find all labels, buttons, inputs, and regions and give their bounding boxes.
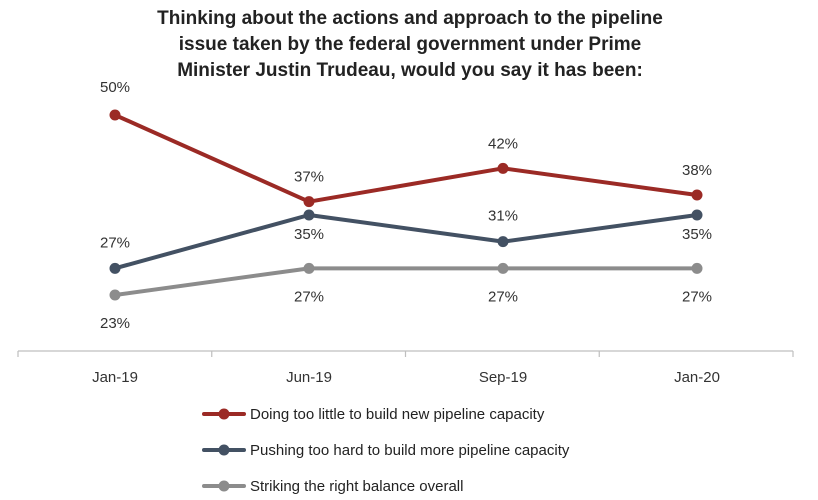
data-label: 31% [488, 208, 518, 225]
x-tick-label: Sep-19 [479, 369, 527, 386]
legend-label: Doing too little to build new pipeline c… [250, 406, 545, 423]
data-labels: 50% 37% 42% 38% 27% 35% 31% 35% 23% 27% 27% 27% [100, 79, 712, 332]
data-label: 27% [100, 234, 130, 251]
data-label: 35% [294, 226, 324, 243]
data-label: 27% [294, 288, 324, 305]
data-point [691, 189, 703, 201]
data-label: 37% [294, 169, 324, 186]
data-point [109, 109, 121, 121]
legend-item: Striking the right balance overall [202, 478, 463, 495]
data-label: 42% [488, 135, 518, 152]
legend-item: Pushing too hard to build more pipeline … [202, 442, 570, 459]
series-layer [109, 109, 703, 301]
x-tick-label: Jun-19 [286, 369, 332, 386]
series-line [113, 213, 699, 271]
legend-swatch-marker [218, 444, 230, 456]
data-point [497, 162, 509, 174]
legend-item: Doing too little to build new pipeline c… [202, 406, 545, 423]
data-point [497, 262, 509, 274]
data-point [303, 262, 315, 274]
legend-swatch-marker [218, 408, 230, 420]
x-axis: Jan-19 Jun-19 Sep-19 Jan-20 [17, 350, 794, 386]
data-label: 27% [488, 288, 518, 305]
data-label: 50% [100, 79, 130, 96]
series-line [113, 266, 699, 297]
data-point [497, 236, 509, 248]
data-point [109, 289, 121, 301]
legend: Doing too little to build new pipeline c… [202, 406, 570, 495]
series-doing-too-little [109, 109, 703, 208]
series-pushing-too-hard [109, 209, 703, 274]
legend-swatch-marker [218, 480, 230, 492]
x-tick-label: Jan-19 [92, 369, 138, 386]
data-point [691, 262, 703, 274]
data-point [691, 209, 703, 221]
series-line [113, 113, 699, 204]
data-label: 23% [100, 315, 130, 332]
chart-title: Thinking about the actions and approach … [157, 8, 663, 81]
legend-label: Pushing too hard to build more pipeline … [250, 442, 570, 459]
data-label: 38% [682, 162, 712, 179]
data-point [303, 196, 315, 208]
data-point [109, 262, 121, 274]
data-point [303, 209, 315, 221]
x-tick-label: Jan-20 [674, 369, 720, 386]
series-right-balance [109, 262, 703, 301]
legend-label: Striking the right balance overall [250, 478, 463, 495]
data-label: 35% [682, 226, 712, 243]
data-label: 27% [682, 288, 712, 305]
